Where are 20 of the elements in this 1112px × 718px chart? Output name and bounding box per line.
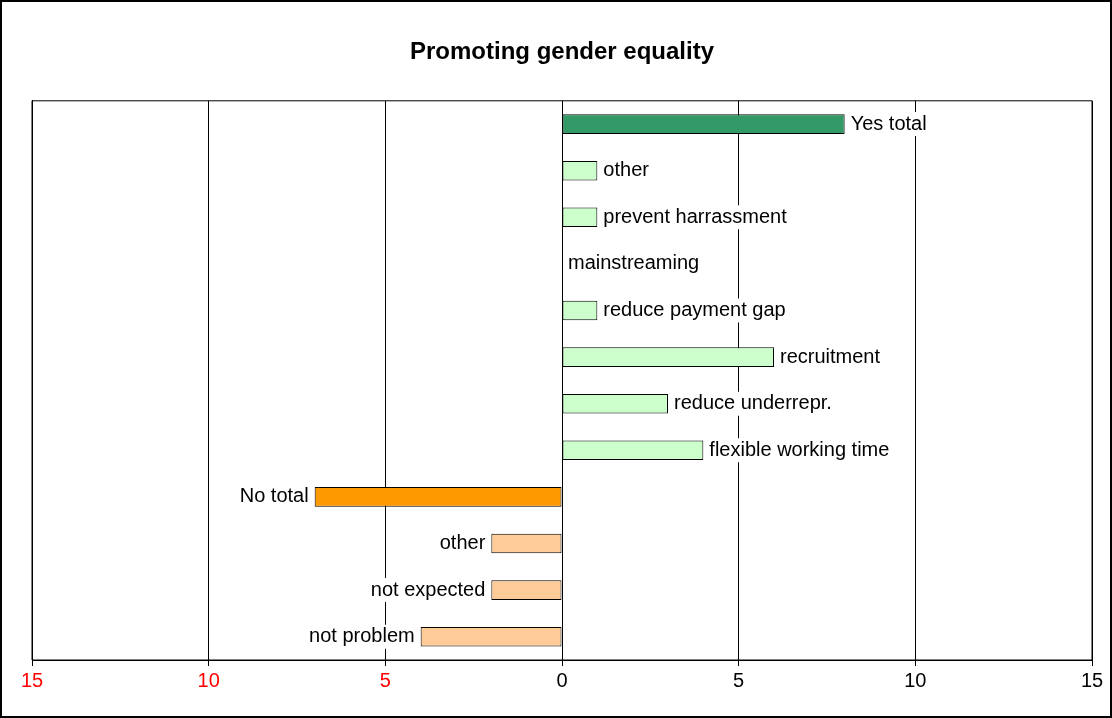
y-tick-label: flexible working time bbox=[709, 437, 890, 460]
y-tick-label: recruitment bbox=[780, 344, 881, 367]
x-tick-label: 15 bbox=[20, 668, 44, 691]
y-tick-label: not problem bbox=[309, 624, 415, 647]
y-tick-label: not expected bbox=[370, 577, 486, 600]
x-tick-label: 10 bbox=[904, 668, 927, 691]
x-tick-label: 5 bbox=[379, 668, 391, 691]
x-tick-label: 0 bbox=[556, 668, 568, 691]
y-tick-label: other bbox=[439, 531, 486, 554]
x-tick-label: 10 bbox=[197, 668, 220, 691]
y-tick-label: No total bbox=[239, 484, 309, 507]
y-tick-label: reduce underrepr. bbox=[674, 391, 832, 414]
chart-title: Promoting gender equality bbox=[409, 37, 715, 65]
y-tick-label: reduce payment gap bbox=[603, 298, 786, 321]
y-tick-label: Yes total bbox=[850, 111, 927, 134]
y-tick-label: mainstreaming bbox=[568, 251, 700, 274]
x-tick-label: 15 bbox=[1080, 668, 1104, 691]
x-tick-label: 5 bbox=[733, 668, 745, 691]
y-tick-label: other bbox=[603, 158, 650, 181]
y-tick-label: prevent harrassment bbox=[603, 204, 788, 227]
